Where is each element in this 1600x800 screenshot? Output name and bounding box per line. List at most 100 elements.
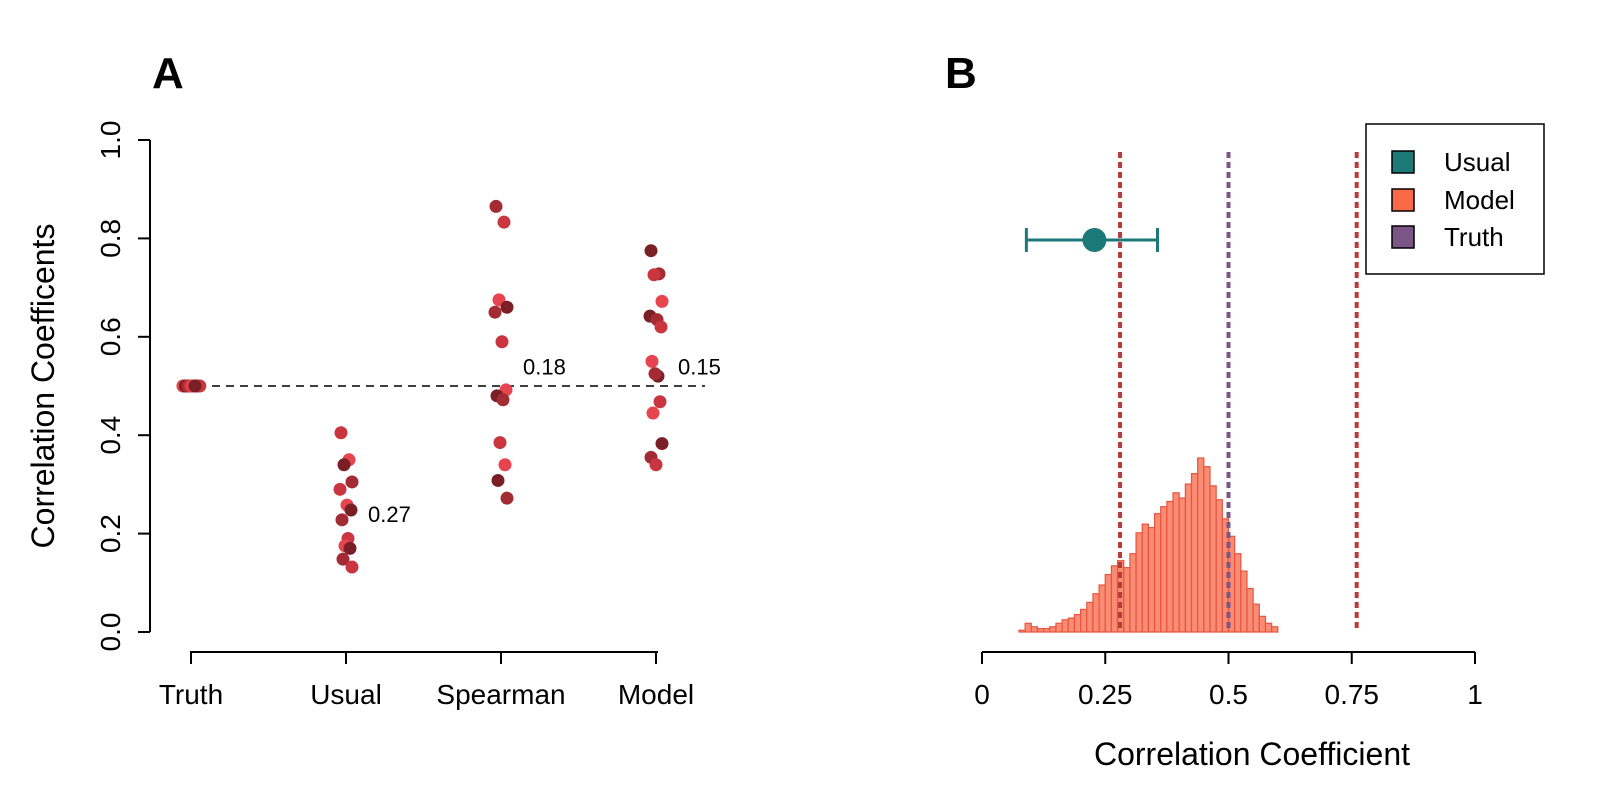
legend: Usual Model Truth <box>1365 123 1545 275</box>
histogram-bar <box>1172 492 1180 633</box>
panel-a-annotation: 0.18 <box>523 354 566 379</box>
panel-a-point <box>335 513 349 527</box>
panel-a-y-tick-label: 0.4 <box>95 416 126 455</box>
panel-a-point <box>343 541 357 555</box>
panel-a-point <box>188 379 202 393</box>
histogram-bar <box>1258 615 1267 633</box>
histogram-bar <box>1135 532 1143 633</box>
histogram-bar <box>1190 473 1199 633</box>
histogram-bar <box>1240 570 1248 633</box>
panel-a-point <box>655 294 669 308</box>
panel-a-x-tick-label: Usual <box>310 679 382 710</box>
panel-a-y-ticks: 0.0 0.2 0.4 0.6 0.8 1.0 <box>95 121 150 652</box>
panel-a-point <box>337 458 351 472</box>
histogram-bar <box>1215 499 1223 633</box>
panel-a-point <box>654 320 668 334</box>
histogram-bar <box>1036 627 1045 633</box>
panel-a-points <box>176 199 669 574</box>
histogram-bar <box>1153 513 1162 633</box>
panel-a-x-tick-label: Model <box>618 679 694 710</box>
panel-a-point <box>495 335 509 349</box>
panel-a-point <box>344 503 358 517</box>
histogram-bar <box>1160 506 1168 633</box>
histogram-bar <box>1252 603 1260 633</box>
histogram-bar <box>1092 593 1100 633</box>
panel-a-y-tick-label: 0.0 <box>95 613 126 652</box>
histogram-bar <box>1110 565 1119 633</box>
panel-a-point <box>645 354 659 368</box>
panel-a-point <box>646 406 660 420</box>
panel-a-point <box>489 199 503 213</box>
panel-a-point <box>647 268 661 282</box>
panel-a-point <box>336 552 350 566</box>
histogram-bar <box>1197 457 1205 633</box>
panel-a-annotation: 0.27 <box>368 502 411 527</box>
panel-a-point <box>500 300 514 314</box>
legend-swatch-model <box>1391 188 1415 212</box>
histogram-bar <box>1209 485 1217 633</box>
histogram-bar <box>1147 526 1156 633</box>
histogram-bar <box>1271 626 1279 633</box>
panel-a-point <box>496 393 510 407</box>
histogram-bar <box>1234 553 1242 633</box>
panel-b-x-axis-title: Correlation Coefficient <box>1094 736 1410 772</box>
histogram-bar <box>1043 627 1051 633</box>
panel-a-point <box>345 560 359 574</box>
panel-a-point <box>333 482 347 496</box>
panel-a-y-tick-label: 0.8 <box>95 219 126 258</box>
panel-b: B 0 0.25 0.5 0.75 1 Correlation Coefficient … <box>945 49 1545 772</box>
histogram-bar <box>1264 622 1273 633</box>
panel-a-point <box>655 437 669 451</box>
histogram-bar <box>1246 587 1254 633</box>
legend-swatch-truth <box>1391 225 1415 249</box>
histogram-bar <box>1203 466 1211 633</box>
legend-label-model: Model <box>1444 185 1515 215</box>
legend-swatch-usual <box>1391 150 1415 174</box>
legend-label-usual: Usual <box>1444 147 1510 177</box>
histogram-bar <box>1024 622 1032 633</box>
panel-b-histogram <box>1018 457 1279 633</box>
panel-a-x-ticks: Truth Usual Spearman Model <box>159 652 694 710</box>
panel-a: A 0.0 0.2 0.4 0.6 0.8 1.0 Correlation Coeffic… <box>25 49 721 710</box>
histogram-bar <box>1030 626 1039 633</box>
histogram-bar <box>1086 601 1094 633</box>
panel-b-label: B <box>945 49 977 98</box>
panel-a-annotations: 0.27 0.18 0.15 <box>368 354 721 527</box>
panel-a-point <box>653 395 667 409</box>
histogram-bar <box>1055 622 1063 633</box>
usual-estimate <box>1024 228 1160 252</box>
histogram-bar <box>1104 573 1113 633</box>
panel-b-x-tick-label: 1 <box>1467 679 1483 710</box>
panel-a-point <box>500 491 514 505</box>
legend-label-truth: Truth <box>1444 222 1504 252</box>
panel-a-y-tick-label: 0.6 <box>95 317 126 356</box>
panel-a-point <box>497 215 511 229</box>
histogram-bar <box>1178 497 1186 633</box>
panel-a-point <box>491 473 505 487</box>
panel-a-y-axis-title: Correlation Coefficents <box>25 224 61 549</box>
histogram-bar <box>1166 500 1174 633</box>
histogram-bar <box>1073 613 1082 633</box>
panel-b-x-tick-label: 0 <box>974 679 990 710</box>
histogram-bar <box>1123 567 1131 633</box>
panel-a-point <box>648 367 662 381</box>
histogram-bar <box>1098 584 1106 633</box>
panel-a-x-tick-label: Spearman <box>436 679 565 710</box>
histogram-bar <box>1141 523 1149 633</box>
histogram-bar <box>1129 553 1137 633</box>
panel-a-point <box>334 426 348 440</box>
panel-b-x-tick-label: 0.25 <box>1078 679 1133 710</box>
usual-point <box>1082 228 1107 252</box>
histogram-bar <box>1018 629 1026 633</box>
histogram-bar <box>1061 619 1069 633</box>
panel-a-point <box>493 436 507 450</box>
panel-a-point <box>649 458 663 472</box>
panel-b-x-tick-label: 0.5 <box>1209 679 1248 710</box>
panel-a-label: A <box>152 49 184 98</box>
panel-a-y-tick-label: 0.2 <box>95 514 126 553</box>
histogram-bar <box>1079 608 1088 633</box>
panel-a-point <box>488 305 502 319</box>
panel-a-point <box>345 475 359 489</box>
panel-a-point <box>498 458 512 472</box>
